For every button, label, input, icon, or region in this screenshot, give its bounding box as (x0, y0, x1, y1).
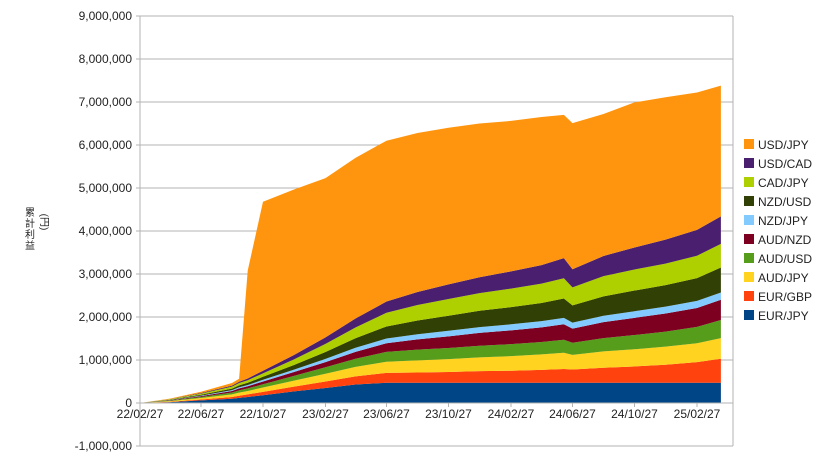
legend-label: NZD/USD (758, 195, 812, 209)
legend-item-eur-jpy: EUR/JPY (744, 309, 809, 323)
y-tick-label: 6,000,000 (79, 138, 133, 152)
area-nzd-usd (140, 267, 721, 403)
legend-item-cad-jpy: CAD/JPY (744, 176, 809, 190)
legend-swatch (744, 158, 754, 168)
legend-label: EUR/GBP (758, 290, 812, 304)
area-aud-jpy (140, 338, 721, 403)
y-tick-label: 9,000,000 (79, 9, 133, 23)
legend-swatch (744, 234, 754, 244)
legend-swatch (744, 310, 754, 320)
y-axis-label-char: 益 (25, 239, 35, 252)
x-tick-label: 22/02/27 (117, 407, 164, 421)
x-tick-label: 23/10/27 (425, 407, 472, 421)
y-tick-label: 4,000,000 (79, 224, 133, 238)
legend-label: USD/JPY (758, 138, 809, 152)
legend-label: AUD/JPY (758, 271, 809, 285)
area-aud-usd (140, 320, 721, 403)
x-tick-label: 24/06/27 (549, 407, 596, 421)
legend-label: AUD/USD (758, 252, 812, 266)
x-tick-label: 23/06/27 (363, 407, 410, 421)
legend-item-nzd-usd: NZD/USD (744, 195, 812, 209)
area-eur-gbp (140, 358, 721, 403)
legend-swatch (744, 253, 754, 263)
area-series (140, 85, 721, 403)
x-tick-label: 25/02/27 (674, 407, 721, 421)
y-tick-labels: -1,000,000 0 1,000,000 2,000,000 3,000,000 4,… (75, 9, 133, 453)
legend-swatch (744, 272, 754, 282)
x-tick-labels: 22/02/27 22/06/27 22/10/27 23/02/27 23/06/27… (117, 407, 721, 421)
y-axis-label-char: 累 (25, 207, 35, 219)
y-tick-label: 7,000,000 (79, 95, 133, 109)
x-tick-label: 22/06/27 (178, 407, 225, 421)
legend-item-nzd-jpy: NZD/JPY (744, 214, 808, 228)
y-axis-label-unit: (円) (38, 214, 49, 231)
y-tick-label: 8,000,000 (79, 52, 133, 66)
y-tick-label: -1,000,000 (75, 439, 133, 453)
legend-swatch (744, 139, 754, 149)
legend-swatch (744, 215, 754, 225)
legend-label: CAD/JPY (758, 176, 809, 190)
legend-item-usd-jpy: USD/JPY (744, 138, 809, 152)
axes (136, 15, 734, 447)
y-tick-label: 0 (125, 396, 132, 410)
x-tick-label: 24/10/27 (611, 407, 658, 421)
legend-swatch (744, 291, 754, 301)
legend-label: AUD/NZD (758, 233, 812, 247)
x-tick-label: 22/10/27 (240, 407, 287, 421)
legend-label: USD/CAD (758, 157, 812, 171)
y-tick-label: 2,000,000 (79, 310, 133, 324)
legend-label: NZD/JPY (758, 214, 808, 228)
y-tick-label: 1,000,000 (79, 353, 133, 367)
x-tick-label: 23/02/27 (302, 407, 349, 421)
y-tick-label: 5,000,000 (79, 181, 133, 195)
legend-item-aud-usd: AUD/USD (744, 252, 812, 266)
legend: USD/JPY USD/CAD CAD/JPY NZD/USD NZD/JPY AUD/N… (744, 138, 812, 323)
legend-item-aud-jpy: AUD/JPY (744, 271, 809, 285)
x-tick-label: 24/02/27 (488, 407, 535, 421)
legend-label: EUR/JPY (758, 309, 809, 323)
legend-item-usd-cad: USD/CAD (744, 157, 812, 171)
legend-swatch (744, 177, 754, 187)
y-axis-label-char: 利 (25, 229, 35, 241)
legend-swatch (744, 196, 754, 206)
area-aud-nzd (140, 299, 721, 403)
y-tick-label: 3,000,000 (79, 267, 133, 281)
legend-item-aud-nzd: AUD/NZD (744, 233, 812, 247)
y-axis-label-char: 計 (25, 217, 35, 230)
area-usd-jpy (140, 85, 721, 403)
legend-item-eur-gbp: EUR/GBP (744, 290, 812, 304)
area-eur-jpy (140, 382, 721, 403)
